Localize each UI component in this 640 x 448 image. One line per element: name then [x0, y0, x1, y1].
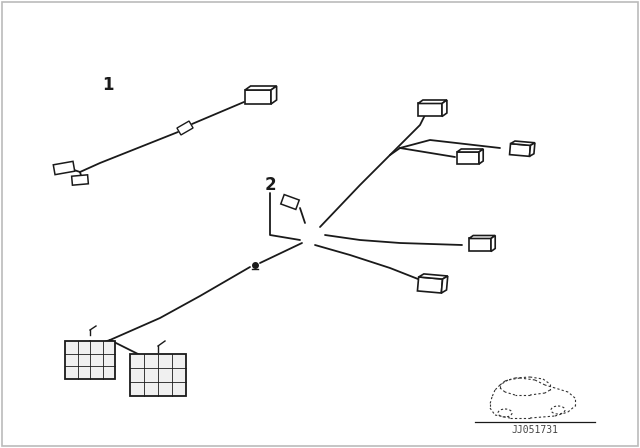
Polygon shape — [457, 152, 479, 164]
Text: JJ051731: JJ051731 — [511, 425, 559, 435]
Bar — [53, 161, 75, 175]
Bar — [72, 175, 88, 185]
Text: 1: 1 — [102, 76, 114, 94]
Polygon shape — [479, 149, 483, 164]
Polygon shape — [245, 86, 276, 90]
Polygon shape — [419, 274, 448, 279]
Polygon shape — [245, 90, 271, 104]
Polygon shape — [509, 144, 531, 156]
Polygon shape — [418, 100, 447, 103]
Polygon shape — [491, 236, 495, 251]
Polygon shape — [417, 277, 443, 293]
Bar — [177, 121, 193, 135]
Polygon shape — [529, 143, 535, 156]
Polygon shape — [442, 100, 447, 116]
Polygon shape — [469, 236, 495, 238]
Polygon shape — [469, 238, 491, 251]
Bar — [130, 354, 186, 396]
Polygon shape — [457, 149, 483, 152]
Polygon shape — [418, 103, 442, 116]
Polygon shape — [271, 86, 276, 104]
Bar — [281, 194, 300, 209]
Bar — [65, 341, 115, 379]
Text: 2: 2 — [264, 176, 276, 194]
Polygon shape — [511, 141, 535, 146]
Polygon shape — [442, 276, 448, 293]
